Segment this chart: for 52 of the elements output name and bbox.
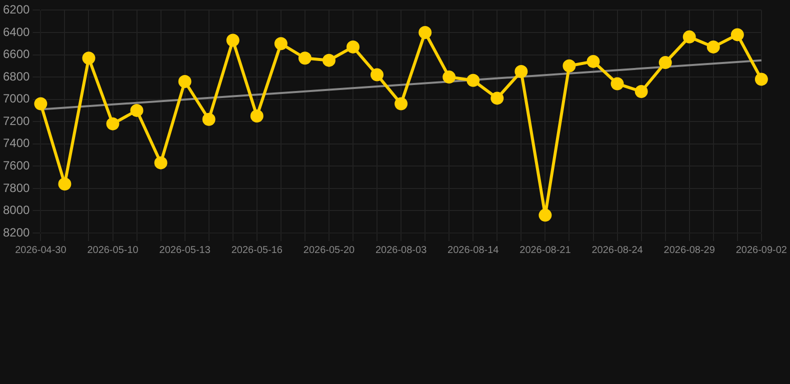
point: [394, 97, 408, 110]
point: [442, 70, 456, 84]
point: [610, 77, 624, 90]
point: [346, 40, 360, 54]
point: [586, 54, 600, 68]
point: [274, 37, 288, 50]
point: [514, 64, 528, 78]
y-tick-label: 6200: [2, 2, 30, 17]
x-tick-label: 2026-08-03: [375, 244, 428, 256]
point: [706, 40, 720, 54]
y-tick-label: 8000: [2, 203, 30, 218]
y-tick-label: 7200: [2, 114, 30, 128]
point: [298, 52, 312, 65]
y-tick-label: 6600: [2, 47, 30, 62]
point: [418, 26, 432, 39]
y-tick-label: 7600: [2, 158, 30, 172]
point: [58, 177, 72, 190]
point: [658, 56, 672, 70]
point: [250, 110, 264, 123]
point: [730, 28, 744, 42]
point: [754, 72, 768, 86]
point: [130, 104, 144, 117]
y-tick-label: 6800: [2, 69, 30, 84]
point: [466, 74, 480, 87]
x-tick-label: 2026-05-10: [87, 244, 139, 256]
point: [634, 85, 648, 98]
y-tick-label: 7000: [2, 92, 30, 106]
x-tick-label: 2026-08-29: [664, 244, 716, 256]
point: [226, 34, 240, 47]
x-tick-label: 2026-08-14: [448, 244, 500, 256]
x-tick-label: 2026-05-20: [303, 244, 355, 256]
x-tick-label: 2026-09-02: [736, 244, 788, 256]
point: [178, 74, 192, 88]
x-tick-label: 2026-08-21: [520, 244, 572, 256]
x-tick-label: 2026-08-24: [592, 244, 644, 256]
point: [202, 112, 216, 126]
x-tick-label: 2026-05-16: [231, 244, 283, 256]
point: [370, 68, 384, 82]
y-tick-label: 7800: [2, 180, 30, 195]
point: [562, 59, 576, 72]
point: [154, 156, 168, 170]
y-tick-label: 8200: [2, 225, 30, 240]
point: [82, 52, 96, 65]
point: [106, 117, 120, 130]
y-tick-label: 6400: [2, 24, 30, 39]
x-tick-label: 2026-04-30: [15, 244, 67, 256]
point: [322, 54, 336, 67]
point: [490, 92, 504, 105]
y-tick-label: 7400: [2, 136, 30, 150]
x-tick-label: 2026-05-13: [159, 244, 211, 256]
point: [682, 30, 696, 44]
point: [538, 208, 552, 222]
